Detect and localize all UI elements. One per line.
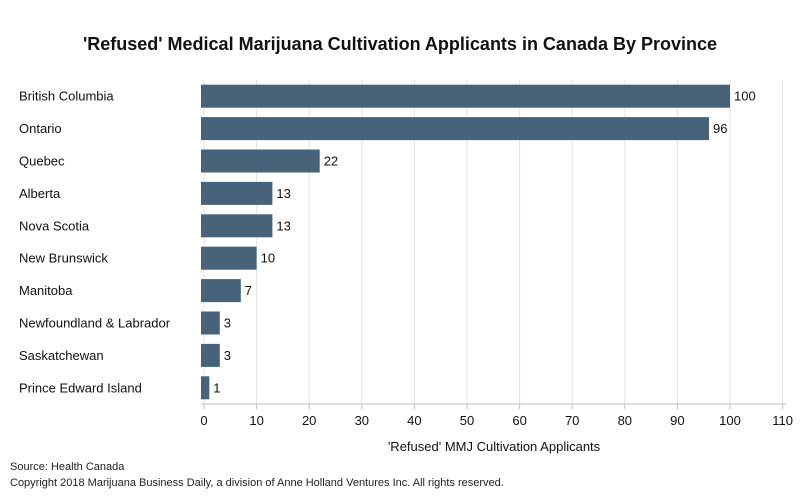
- category-labels: British Columbia Ontario Quebec Alberta Nova…: [19, 89, 171, 396]
- bar: [201, 181, 273, 205]
- data-label: 3: [224, 348, 231, 363]
- bar: [201, 149, 320, 173]
- x-tick-label: 80: [618, 413, 632, 428]
- copyright-note: Copyright 2018 Marijuana Business Daily,…: [10, 477, 504, 489]
- data-label: 1: [213, 380, 220, 395]
- data-label: 7: [245, 283, 252, 298]
- x-tick-label: 70: [565, 413, 579, 428]
- bar: [201, 279, 241, 303]
- category-label: British Columbia: [19, 89, 114, 104]
- data-label: 96: [713, 121, 727, 136]
- bar: [201, 214, 273, 238]
- chart-title: 'Refused' Medical Marijuana Cultivation …: [83, 34, 717, 54]
- category-label: Newfoundland & Labrador: [19, 316, 171, 331]
- data-label: 10: [261, 251, 275, 266]
- x-tick-label: 50: [460, 413, 474, 428]
- x-tick-label: 110: [772, 413, 793, 428]
- x-tick-label: 60: [512, 413, 526, 428]
- bar: [201, 84, 730, 108]
- x-tick-label: 100: [719, 413, 741, 428]
- x-tick-label: 0: [200, 413, 207, 428]
- x-tick-label: 30: [355, 413, 369, 428]
- category-label: Saskatchewan: [19, 348, 104, 363]
- data-label: 100: [734, 89, 756, 104]
- category-label: New Brunswick: [19, 251, 108, 266]
- bar: [201, 376, 210, 400]
- source-note: Source: Health Canada: [10, 461, 125, 473]
- category-label: Nova Scotia: [19, 218, 90, 233]
- bar: [201, 311, 220, 335]
- x-tick-label: 10: [249, 413, 263, 428]
- x-axis-title: 'Refused' MMJ Cultivation Applicants: [388, 439, 601, 454]
- bar: [201, 343, 220, 367]
- category-label: Manitoba: [19, 283, 73, 298]
- data-label: 3: [224, 316, 231, 331]
- x-axis: 0 10 20 30 40 50 60 70 80 90 100 110: [200, 403, 793, 428]
- x-tick-label: 90: [670, 413, 684, 428]
- category-label: Prince Edward Island: [19, 380, 142, 395]
- data-label: 22: [324, 154, 338, 169]
- x-tick-label: 40: [407, 413, 421, 428]
- category-label: Quebec: [19, 154, 65, 169]
- bar: [201, 246, 257, 270]
- x-tick-label: 20: [302, 413, 316, 428]
- data-label: 13: [276, 186, 290, 201]
- category-label: Ontario: [19, 121, 62, 136]
- data-label: 13: [276, 218, 290, 233]
- bars: 100 96 22 13 13 10 7 3 3 1: [201, 84, 756, 400]
- category-label: Alberta: [19, 186, 61, 201]
- bar: [201, 117, 709, 141]
